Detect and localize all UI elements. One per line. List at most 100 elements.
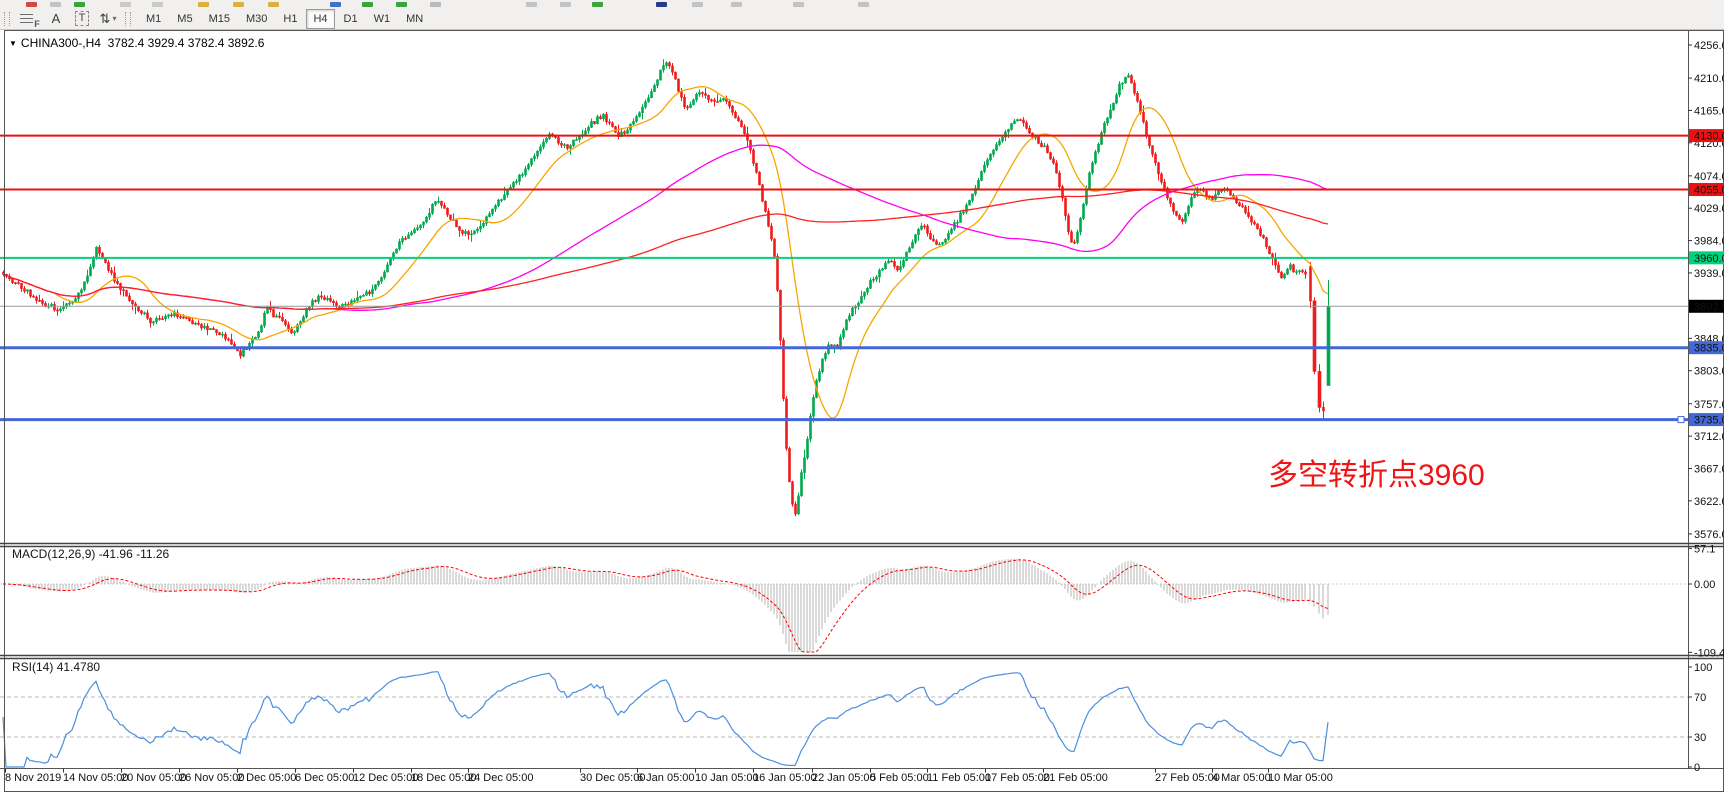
svg-text:26 Nov 05:00: 26 Nov 05:00	[179, 772, 244, 784]
timeframe-button-D1[interactable]: D1	[343, 12, 358, 25]
toolbar-remnant-icon	[396, 2, 407, 7]
toolbar-remnant-icon	[692, 2, 703, 7]
svg-text:8 Nov 2019: 8 Nov 2019	[5, 772, 61, 784]
chart-ohlc-values: 3782.4 3929.4 3782.4 3892.6	[107, 36, 265, 50]
svg-text:12 Dec 05:00: 12 Dec 05:00	[353, 772, 418, 784]
toolbar-remnant-icon	[362, 2, 373, 7]
chart-window: 4256.04210.04165.04120.04074.04029.03984…	[0, 30, 1724, 793]
toolbar-grip[interactable]	[4, 11, 10, 26]
svg-text:3892.6: 3892.6	[1694, 301, 1724, 313]
macd-indicator-label: MACD(12,26,9) -41.96 -11.26	[12, 547, 169, 561]
svg-text:22 Jan 05:00: 22 Jan 05:00	[812, 772, 876, 784]
indicator-axes: 57.1 0.00 -109.43 100 70 30 0	[1688, 543, 1724, 774]
svg-text:20 Nov 05:00: 20 Nov 05:00	[121, 772, 186, 784]
chart-title: ▼ CHINA300-,H4 3782.4 3929.4 3782.4 3892.…	[9, 36, 264, 50]
toolbar-remnant-icon	[152, 2, 163, 7]
timeframe-button-H4[interactable]: H4	[306, 8, 335, 29]
svg-text:10 Mar 05:00: 10 Mar 05:00	[1268, 772, 1333, 784]
svg-text:6 Jan 05:00: 6 Jan 05:00	[637, 772, 695, 784]
svg-text:3712.0: 3712.0	[1694, 431, 1724, 443]
price-badges: 4130.0 4055.0 3960.0 3835.0 3735.0 3892.6	[1689, 129, 1724, 427]
chart-canvas[interactable]: 4256.04210.04165.04120.04074.04029.03984…	[0, 30, 1724, 793]
toolbar-remnant-icon	[26, 2, 37, 7]
svg-text:4029.0: 4029.0	[1694, 203, 1724, 215]
svg-text:14 Nov 05:00: 14 Nov 05:00	[63, 772, 128, 784]
text-tool-icon: T	[74, 11, 90, 26]
timeframe-button-W1[interactable]: W1	[373, 12, 391, 25]
rsi-line	[2, 671, 1329, 768]
svg-text:0.00: 0.00	[1694, 579, 1715, 591]
svg-text:3835.0: 3835.0	[1694, 343, 1724, 355]
svg-text:21 Feb 05:00: 21 Feb 05:00	[1043, 772, 1108, 784]
timeframe-button-H1[interactable]: H1	[283, 12, 298, 25]
svg-text:4055.0: 4055.0	[1694, 185, 1724, 197]
svg-text:100: 100	[1694, 662, 1712, 674]
svg-text:4256.0: 4256.0	[1694, 40, 1724, 52]
svg-text:3576.0: 3576.0	[1694, 529, 1724, 541]
toolbar-remnant-icon	[74, 2, 85, 7]
svg-text:30: 30	[1694, 732, 1706, 744]
chart-symbol-period: CHINA300-,H4	[20, 36, 101, 50]
svg-text:27 Feb 05:00: 27 Feb 05:00	[1155, 772, 1220, 784]
svg-text:4210.0: 4210.0	[1694, 73, 1724, 85]
label-tool-button[interactable]: A	[43, 9, 69, 29]
svg-text:18 Dec 05:00: 18 Dec 05:00	[411, 772, 476, 784]
cursor-mode-button[interactable]: ⇅ ▾	[95, 9, 121, 29]
collapse-triangle-icon[interactable]: ▼	[9, 39, 17, 48]
annotation-text[interactable]: 多空转折点3960	[1268, 459, 1485, 492]
toolbar-remnant-icon	[50, 2, 61, 7]
toolbar-remnant-icon	[793, 2, 804, 7]
svg-text:4165.0: 4165.0	[1694, 105, 1724, 117]
toolbar-remnant-icon	[731, 2, 742, 7]
rsi-name: RSI(14)	[12, 660, 54, 674]
svg-text:3960.0: 3960.0	[1694, 253, 1724, 265]
svg-text:17 Feb 05:00: 17 Feb 05:00	[985, 772, 1050, 784]
svg-text:4074.0: 4074.0	[1694, 171, 1724, 183]
candles-layer	[2, 59, 1331, 517]
svg-text:24 Dec 05:00: 24 Dec 05:00	[468, 772, 533, 784]
svg-text:-109.43: -109.43	[1694, 647, 1724, 659]
timeframe-button-M5[interactable]: M5	[177, 12, 193, 25]
toolbar-remnant-icon	[198, 2, 209, 7]
fibonacci-tool-button[interactable]: F	[17, 9, 43, 29]
svg-text:11 Feb 05:00: 11 Feb 05:00	[927, 772, 991, 784]
toolbar-remnant-icon	[656, 2, 667, 7]
timeframe-button-MN[interactable]: MN	[406, 12, 424, 25]
toolbar-grip[interactable]	[125, 11, 131, 26]
svg-text:3939.0: 3939.0	[1694, 268, 1724, 280]
svg-text:70: 70	[1694, 692, 1706, 704]
toolbar-remnant-icon	[526, 2, 537, 7]
svg-text:3622.0: 3622.0	[1694, 496, 1724, 508]
timeframe-button-M30[interactable]: M30	[245, 12, 268, 25]
drawing-and-timeframe-toolbar: F A T ⇅ ▾ M1 M5 M15 M30 H1 H4 D1 W1 MN	[0, 8, 1724, 30]
fibonacci-icon	[20, 14, 34, 23]
chart-frame	[0, 30, 1724, 792]
toolbar-remnant-icon	[330, 2, 341, 7]
svg-text:3757.0: 3757.0	[1694, 399, 1724, 411]
ma-slow-red	[2, 189, 1329, 310]
svg-text:6 Dec 05:00: 6 Dec 05:00	[295, 772, 354, 784]
svg-text:3803.0: 3803.0	[1694, 366, 1724, 378]
rsi-current-value: 41.4780	[56, 660, 101, 674]
hline-3735[interactable]	[0, 416, 1688, 424]
svg-text:57.1: 57.1	[1694, 543, 1715, 555]
svg-text:3735.0: 3735.0	[1694, 415, 1724, 427]
svg-text:4 Mar 05:00: 4 Mar 05:00	[1212, 772, 1271, 784]
timeframe-buttons: M1 M5 M15 M30 H1 H4 D1 W1 MN	[138, 8, 431, 30]
svg-text:10 Jan 05:00: 10 Jan 05:00	[695, 772, 759, 784]
price-axis: 4256.04210.04165.04120.04074.04029.03984…	[1688, 40, 1724, 541]
text-tool-button[interactable]: T	[69, 9, 95, 29]
toolbar-remnant-icon	[858, 2, 869, 7]
toolbar-remnant-icon	[268, 2, 279, 7]
timeframe-button-M1[interactable]: M1	[146, 12, 162, 25]
ma-mid-magenta	[2, 144, 1329, 311]
timeframe-button-M15[interactable]: M15	[208, 12, 230, 25]
toolbar-remnant-icon	[592, 2, 603, 7]
fibonacci-tool-label: F	[34, 18, 40, 29]
svg-text:5 Feb 05:00: 5 Feb 05:00	[870, 772, 929, 784]
label-tool-icon: A	[51, 11, 61, 26]
macd-name: MACD(12,26,9)	[12, 547, 96, 561]
svg-text:4130.0: 4130.0	[1694, 131, 1724, 143]
